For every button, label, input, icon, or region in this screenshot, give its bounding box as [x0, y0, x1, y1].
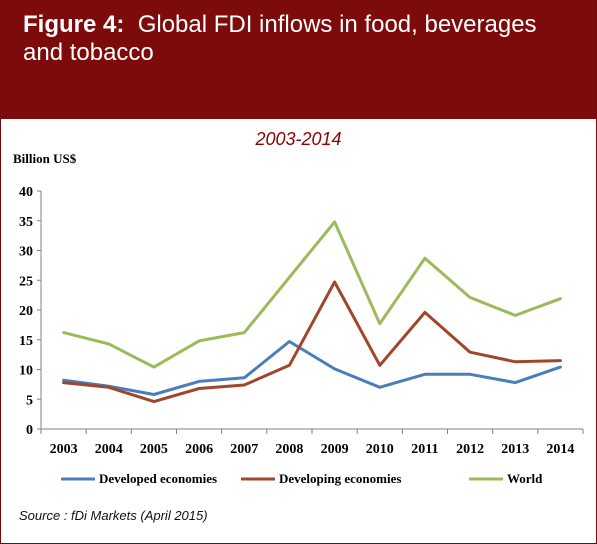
- y-tick-label: 10: [19, 364, 33, 379]
- x-tick-label: 2005: [140, 442, 168, 457]
- x-tick-label: 2004: [95, 442, 123, 457]
- x-tick-label: 2012: [456, 442, 484, 457]
- y-tick-label: 5: [26, 393, 33, 408]
- y-tick-label: 0: [26, 423, 33, 438]
- line-chart: Billion US$ 0 5 10 15 20 25 30 35 40 2003 2004 2005 2…: [1, 149, 596, 501]
- x-tick-label: 2003: [50, 442, 78, 457]
- chart-lines: [64, 222, 561, 402]
- x-tick-label: 2010: [366, 442, 394, 457]
- figure-header: Figure 4: Global FDI inflows in food, be…: [1, 1, 596, 119]
- legend-label: Developed economies: [99, 471, 217, 486]
- y-tick-label: 40: [19, 185, 33, 200]
- x-tick-label: 2009: [321, 442, 349, 457]
- y-tick-label: 15: [19, 334, 33, 349]
- x-tick-label: 2007: [230, 442, 258, 457]
- series-line-world: [64, 222, 561, 367]
- figure-title: Figure 4: Global FDI inflows in food, be…: [23, 11, 583, 67]
- figure-label: Figure 4:: [23, 11, 124, 38]
- chart-subtitle: 2003-2014: [1, 129, 596, 150]
- y-tick-label: 20: [19, 304, 33, 319]
- legend-label: Developing economies: [279, 471, 401, 486]
- x-tick-label: 2013: [501, 442, 529, 457]
- source-note: Source : fDi Markets (April 2015): [19, 508, 208, 523]
- y-tick-label: 35: [19, 215, 33, 230]
- legend-label: World: [507, 471, 543, 486]
- x-tick-label: 2014: [546, 442, 574, 457]
- x-tick-label: 2006: [185, 442, 213, 457]
- series-line-developing-economies: [64, 282, 561, 402]
- x-tick-label: 2011: [411, 442, 438, 457]
- y-tick-label: 30: [19, 245, 33, 260]
- x-tick-label: 2008: [275, 442, 303, 457]
- y-axis-title: Billion US$: [13, 151, 77, 166]
- chart-legend: Developed economies Developing economies W…: [61, 471, 543, 486]
- y-tick-label: 25: [19, 274, 33, 289]
- chart-axes: Billion US$ 0 5 10 15 20 25 30 35 40 2003 2004 2005 2…: [13, 151, 583, 457]
- series-line-developed-economies: [64, 342, 561, 395]
